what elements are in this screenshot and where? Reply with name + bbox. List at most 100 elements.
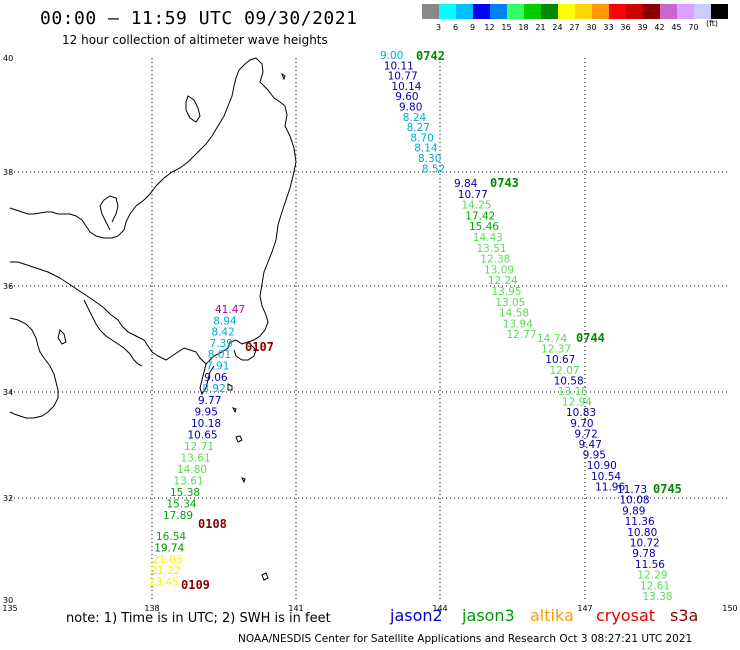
pass-time-label: 0109: [181, 578, 210, 592]
legend-swatch: [711, 4, 728, 19]
pass-time-label: 0108: [198, 517, 227, 531]
legend-swatch: [541, 4, 558, 19]
legend-label: 6: [452, 23, 459, 32]
wave-height-value: 21.03: [152, 554, 182, 566]
latitude-label: 38: [3, 168, 13, 177]
noto-peninsula: [99, 195, 119, 231]
wave-height-value: 12.77: [507, 329, 537, 341]
legend-label: 30: [586, 23, 597, 32]
legend-label: 9: [469, 23, 476, 32]
legend-swatch: [677, 4, 694, 19]
satellite-pass: 41.478.948.427.398.017.919.068.92 0107: [202, 304, 274, 395]
wave-height-value: 14.25: [462, 200, 492, 212]
boso-peninsula: [233, 341, 257, 361]
wave-height-value: 12.07: [550, 365, 580, 377]
legend-label: 70: [688, 23, 699, 32]
sado-island: [185, 95, 201, 123]
latitude-label: 34: [3, 388, 13, 397]
credit-line: NOAA/NESDIS Center for Satellite Applica…: [238, 633, 693, 645]
legend-swatch: [473, 4, 490, 19]
wave-height-value: 9.77: [198, 395, 221, 407]
wave-height-value: 41.47: [215, 304, 245, 316]
legend-unit: (ft): [706, 19, 719, 28]
wave-height-value: 13.61: [174, 476, 204, 488]
map-title: 00:00 – 11:59 UTC 09/30/2021: [40, 8, 358, 29]
wave-height-value: 11.73: [617, 484, 647, 496]
wave-height-value: 8.42: [211, 327, 234, 339]
wave-height-value: 12.24: [488, 275, 518, 287]
legend-label: 45: [671, 23, 682, 32]
wave-height-value: 17.42: [465, 210, 495, 222]
wave-height-value: 13.94: [503, 318, 533, 330]
wave-height-value: 9.84: [454, 178, 478, 190]
longitude-label: 138: [144, 604, 159, 613]
wave-height-value: 17.89: [163, 510, 193, 522]
legend-swatch: [456, 4, 473, 19]
small-island-3: [241, 477, 246, 484]
wave-height-value: 14.43: [473, 232, 503, 244]
wave-height-value: 14.80: [177, 464, 207, 476]
longitude-label: 135: [2, 604, 17, 613]
map-subtitle: 12 hour collection of altimeter wave hei…: [62, 33, 328, 47]
wave-height-value: 13.15: [558, 386, 588, 398]
satellite-pass: 9.0010.1110.7710.149.609.808.248.278.708…: [380, 49, 445, 175]
awaji-island: [57, 329, 67, 345]
wave-height-value: 13.05: [495, 297, 525, 309]
wave-height-value: 13.38: [643, 591, 673, 603]
wave-height-value: 10.14: [391, 81, 421, 93]
wave-height-value: 23.45: [149, 577, 179, 589]
legend-swatch: [558, 4, 575, 19]
wave-height-value: 9.89: [622, 505, 645, 517]
satellite-name: cryosat: [596, 606, 656, 625]
legend-label: 18: [518, 23, 529, 32]
wave-height-value: 8.27: [407, 122, 430, 134]
wave-height-value: 10.54: [591, 471, 621, 483]
wave-height-value: 11.96: [595, 481, 625, 493]
wave-height-value: 11.36: [625, 516, 655, 528]
satellite-name: jason2: [390, 606, 443, 625]
wave-height-value: 8.14: [414, 143, 438, 155]
graticule: [10, 58, 730, 600]
legend-swatch: [626, 4, 643, 19]
wave-height-value: 9.80: [399, 102, 422, 114]
wave-height-value: 15.38: [170, 487, 200, 499]
wave-height-value: 15.46: [469, 221, 499, 233]
honshu-west-coastline: [9, 69, 240, 239]
legend-label: 39: [637, 23, 648, 32]
latitude-label: 36: [3, 282, 13, 291]
wave-height-value: 10.18: [191, 418, 221, 430]
legend-swatch: [507, 4, 524, 19]
wave-height-value: 8.30: [418, 153, 441, 165]
latitude-label: 30: [3, 596, 13, 605]
wave-height-value: 9.60: [395, 91, 418, 103]
legend-label: 33: [603, 23, 614, 32]
latitude-label: 32: [3, 494, 13, 503]
legend-swatch: [422, 4, 439, 19]
satellite-pass: 9.779.9510.1810.6512.7113.6114.8013.6115…: [163, 395, 227, 531]
wave-height-value: 11.56: [635, 559, 665, 571]
wave-height-value: 12.37: [541, 344, 571, 356]
honshu-coastline: [10, 57, 297, 365]
wave-height-value: 12.38: [480, 254, 510, 266]
wave-height-value: 12.71: [184, 441, 214, 453]
izu-peninsula: [199, 363, 215, 396]
axis-labels: 135 138 141 144 147 150 40 38 36 34 32 30: [2, 54, 737, 613]
wave-height-value: 12.94: [562, 397, 592, 409]
wave-height-value: 13.61: [181, 453, 211, 465]
legend-label: 36: [620, 23, 631, 32]
wave-height-value: 14.74: [537, 333, 567, 345]
wave-height-value: 10.77: [458, 189, 488, 201]
pass-time-label: 0742: [416, 49, 445, 63]
wave-height-value: 10.90: [587, 460, 617, 472]
legend-label: 15: [501, 23, 512, 32]
wave-height-value: 9.70: [570, 418, 593, 430]
pass-time-label: 0743: [490, 176, 519, 190]
legend-label: 3: [435, 23, 442, 32]
footnote: note: 1) Time is in UTC; 2) SWH is in fe…: [66, 611, 331, 626]
wave-height-value: 19.74: [154, 542, 184, 554]
satellite-name: jason3: [462, 606, 515, 625]
wave-height-value: 10.67: [545, 354, 575, 366]
legend-label: 21: [535, 23, 546, 32]
